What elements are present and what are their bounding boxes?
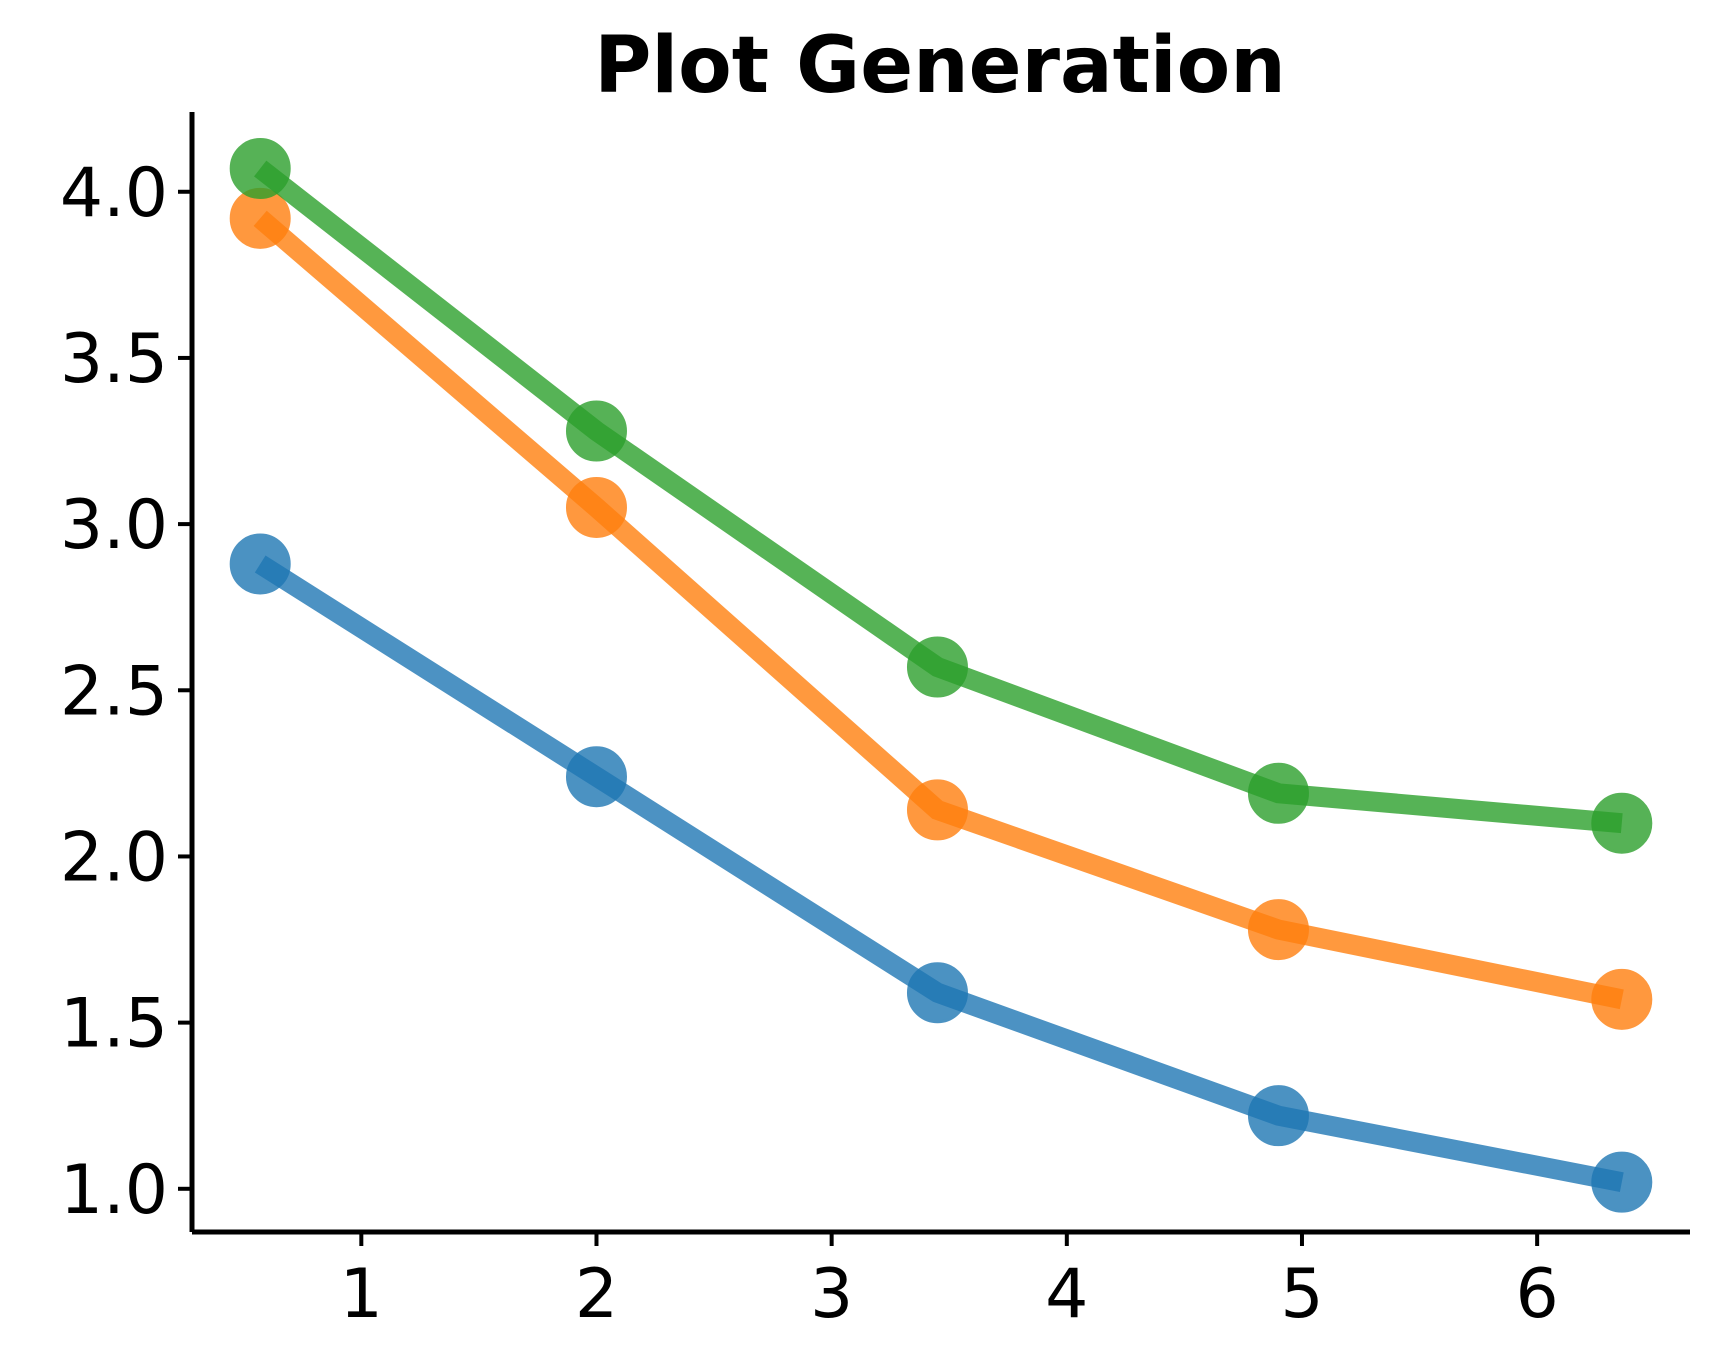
data-point bbox=[906, 636, 968, 698]
x-tick-label: 3 bbox=[810, 1255, 853, 1334]
data-point bbox=[1591, 968, 1653, 1030]
data-point bbox=[1591, 792, 1653, 854]
data-point bbox=[1247, 899, 1309, 961]
series-line bbox=[254, 160, 1623, 834]
data-point bbox=[229, 533, 291, 595]
y-tick-label: 2.5 bbox=[60, 652, 168, 731]
axes-layer bbox=[189, 112, 1690, 1235]
y-tick-label: 3.0 bbox=[60, 486, 168, 565]
data-point bbox=[1591, 1151, 1653, 1213]
data-point bbox=[906, 962, 968, 1024]
y-tick-label: 4.0 bbox=[60, 154, 168, 233]
series-1 bbox=[229, 533, 1653, 1213]
series-2 bbox=[229, 187, 1653, 1030]
data-point bbox=[565, 400, 627, 462]
data-point bbox=[1247, 1085, 1309, 1147]
y-tick-label: 1.0 bbox=[60, 1151, 168, 1230]
data-point bbox=[906, 779, 968, 841]
data-point bbox=[229, 137, 291, 199]
y-tick-label: 1.5 bbox=[60, 985, 168, 1064]
series-layer bbox=[229, 137, 1653, 1213]
data-point bbox=[565, 746, 627, 808]
chart-title: Plot Generation bbox=[594, 21, 1286, 111]
data-point bbox=[565, 476, 627, 538]
series-3 bbox=[229, 137, 1653, 854]
x-tick-label: 4 bbox=[1045, 1255, 1088, 1334]
x-tick-label: 6 bbox=[1516, 1255, 1559, 1334]
x-tick-label: 5 bbox=[1280, 1255, 1323, 1334]
x-tick-label: 1 bbox=[340, 1255, 383, 1334]
ticks-layer: 1 2 3 4 5 6 1.0 1.5 2.0 2.5 3.0 3.5 4.0 bbox=[60, 154, 1559, 1334]
y-tick-label: 2.0 bbox=[60, 818, 168, 897]
y-tick-label: 3.5 bbox=[60, 320, 168, 399]
data-point bbox=[1247, 762, 1309, 824]
x-tick-label: 2 bbox=[575, 1255, 618, 1334]
